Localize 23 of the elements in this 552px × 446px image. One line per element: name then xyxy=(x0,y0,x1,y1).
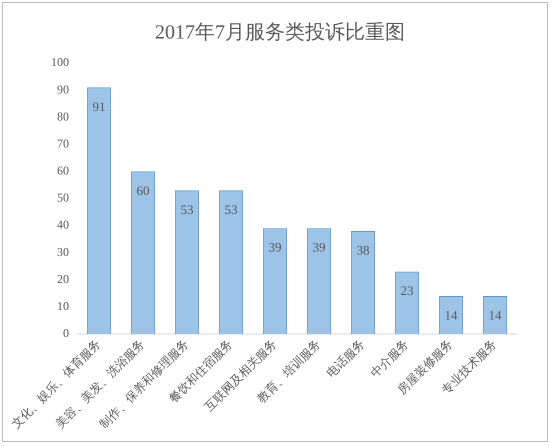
x-tick-label: 电话服务 xyxy=(324,336,368,380)
y-tick-label: 90 xyxy=(57,82,69,96)
y-tick-label: 70 xyxy=(57,136,69,150)
data-label: 53 xyxy=(224,202,238,217)
data-label: 23 xyxy=(400,283,414,298)
y-tick-label: 0 xyxy=(63,326,69,340)
data-label: 39 xyxy=(312,240,326,255)
y-tick-label: 10 xyxy=(57,299,69,314)
data-label: 39 xyxy=(268,240,282,255)
data-label: 91 xyxy=(92,98,106,114)
data-label: 14 xyxy=(488,307,502,322)
data-label: 14 xyxy=(444,307,458,322)
data-label: 38 xyxy=(356,242,370,258)
y-tick-label: 50 xyxy=(57,190,69,205)
y-tick-label: 30 xyxy=(57,244,69,259)
data-label: 60 xyxy=(136,182,150,198)
y-tick-label: 40 xyxy=(57,218,69,232)
y-tick-label: 100 xyxy=(51,55,69,70)
y-tick-label: 80 xyxy=(57,109,69,124)
data-label: 53 xyxy=(180,202,194,217)
y-tick-label: 20 xyxy=(57,272,69,286)
y-tick-label: 60 xyxy=(57,164,69,178)
chart-title: 2017年7月服务类投诉比重图 xyxy=(155,21,405,44)
